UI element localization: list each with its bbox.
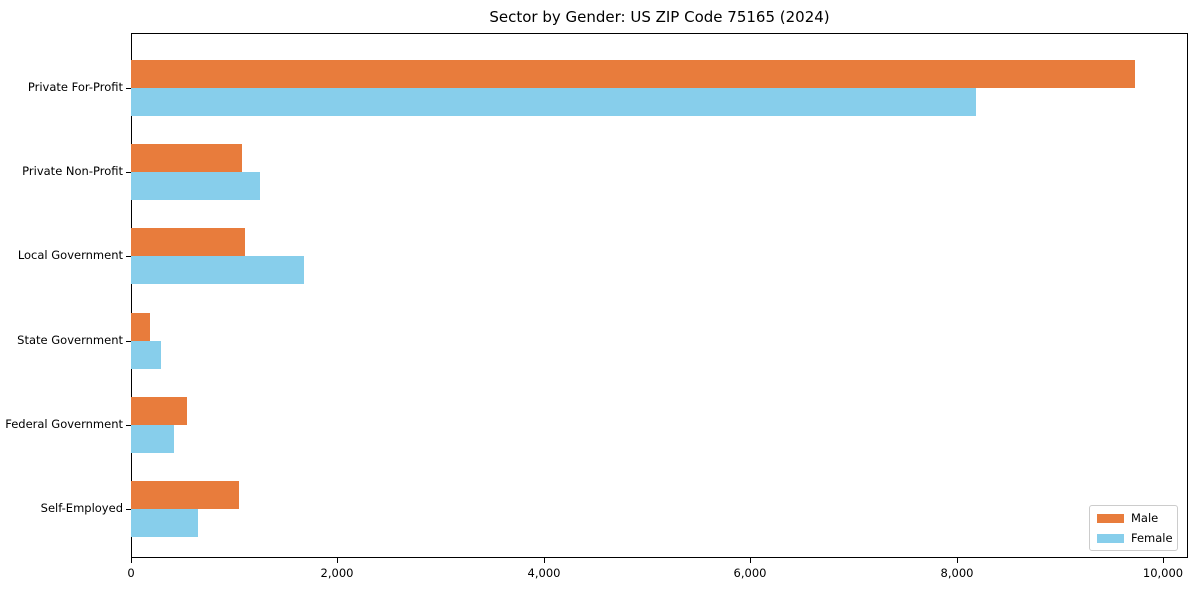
male-bar-local-government [131, 228, 245, 256]
male-legend-swatch-icon [1097, 513, 1124, 523]
legend-label-male: Male [1131, 511, 1159, 525]
legend-item-male: Male [1097, 511, 1169, 525]
y-tick-mark [126, 88, 131, 89]
x-tick-mark [337, 558, 338, 563]
x-tick-label-5: 10,000 [1142, 566, 1184, 580]
y-tick-mark [126, 509, 131, 510]
plot-area [131, 33, 1188, 558]
male-bar-state-government [131, 313, 150, 341]
male-bar-self-employed [131, 481, 239, 509]
x-tick-label-4: 8,000 [940, 566, 974, 580]
female-bar-private-for-profit [131, 88, 976, 116]
x-tick-mark [544, 558, 545, 563]
female-bar-local-government [131, 256, 304, 284]
x-tick-label-3: 6,000 [733, 566, 767, 580]
y-tick-label-local-government: Local Government [17, 248, 123, 262]
y-tick-label-private-for-profit: Private For-Profit [27, 80, 123, 94]
y-tick-label-state-government: State Government [17, 333, 123, 347]
female-bar-state-government [131, 341, 161, 369]
chart-title: Sector by Gender: US ZIP Code 75165 (202… [489, 8, 830, 26]
legend-label-female: Female [1131, 531, 1173, 545]
x-tick-mark [1163, 558, 1164, 563]
y-tick-mark [126, 341, 131, 342]
x-tick-label-2: 4,000 [527, 566, 561, 580]
female-bar-self-employed [131, 509, 198, 537]
female-bar-federal-government [131, 425, 174, 453]
y-tick-label-self-employed: Self-Employed [40, 501, 123, 515]
legend-item-female: Female [1097, 531, 1173, 545]
x-tick-label-0: 0 [127, 566, 135, 580]
x-tick-mark [957, 558, 958, 563]
x-tick-mark [131, 558, 132, 563]
y-tick-mark [126, 256, 131, 257]
y-tick-label-private-non-profit: Private Non-Profit [22, 164, 123, 178]
y-tick-label-federal-government: Federal Government [5, 417, 123, 431]
y-tick-mark [126, 425, 131, 426]
male-bar-private-non-profit [131, 144, 242, 172]
female-bar-private-non-profit [131, 172, 260, 200]
x-tick-mark [750, 558, 751, 563]
legend: Male Female [1089, 505, 1178, 551]
male-bar-private-for-profit [131, 60, 1135, 88]
male-bar-federal-government [131, 397, 187, 425]
female-legend-swatch-icon [1097, 533, 1124, 543]
x-tick-label-1: 2,000 [320, 566, 354, 580]
y-tick-mark [126, 172, 131, 173]
